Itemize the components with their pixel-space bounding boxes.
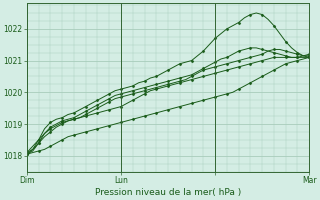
X-axis label: Pression niveau de la mer( hPa ): Pression niveau de la mer( hPa ) (95, 188, 241, 197)
